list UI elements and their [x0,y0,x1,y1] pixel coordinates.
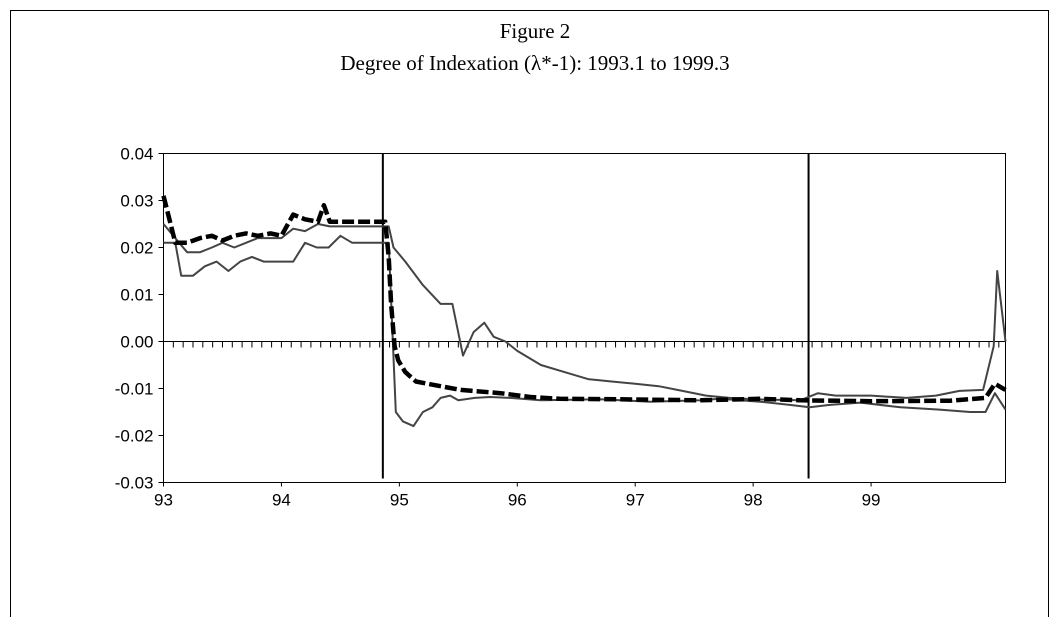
y-tick-label: -0.03 [115,474,154,493]
y-tick-label: -0.02 [115,427,154,446]
x-tick-label: 99 [862,491,881,510]
y-tick-label: -0.01 [115,380,154,399]
x-tick-label: 96 [508,491,527,510]
x-tick-label: 97 [626,491,645,510]
y-tick-label: 0.02 [120,239,153,258]
series-line [163,234,1007,428]
chart-title: Figure 2 [500,19,571,43]
x-tick-label: 93 [154,491,173,510]
series-line [162,223,1007,402]
y-tick-label: 0.04 [120,145,153,164]
x-tick-label: 98 [744,491,763,510]
plot-area [163,153,1006,483]
x-tick-label: 95 [390,491,409,510]
series-line [161,195,1007,404]
y-tick-label: 0.03 [120,192,153,211]
frame [10,10,1049,617]
chart-subtitle: Degree of Indexation (λ*-1): 1993.1 to 1… [340,51,729,75]
x-tick-label: 94 [272,491,291,510]
y-tick-label: 0.01 [120,286,153,305]
y-tick-label: 0.00 [120,333,153,352]
